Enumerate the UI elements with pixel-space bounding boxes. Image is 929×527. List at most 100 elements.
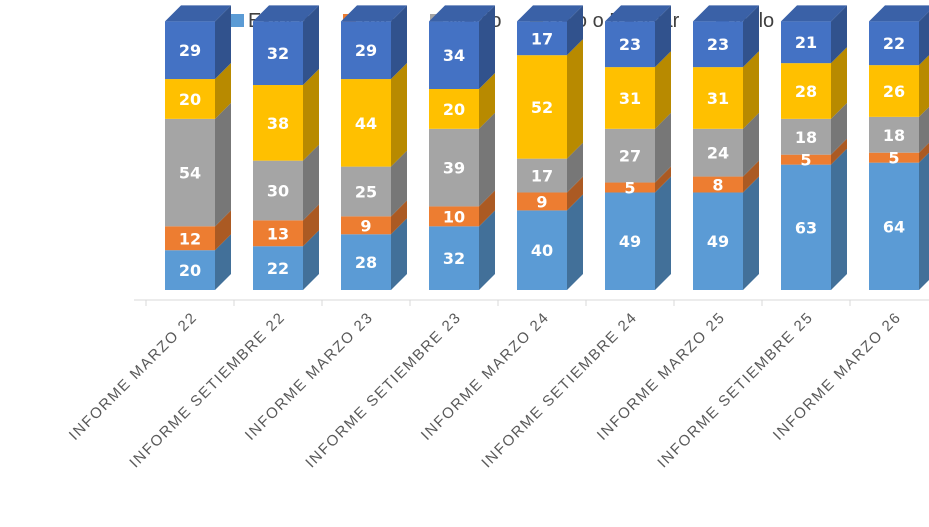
bar-front-face: [165, 118, 215, 227]
bar-front-face: [341, 79, 391, 167]
bar-stack-informe-marzo-23: [341, 5, 407, 290]
bar-side-face: [831, 102, 847, 155]
bar-side-face: [655, 166, 671, 193]
bar-stack-informe-marzo-24: [517, 5, 583, 290]
bar-segment-medio: [341, 150, 407, 217]
bar-segment-medio: [693, 112, 759, 177]
data-label-medio: 54: [179, 164, 201, 183]
data-label-alto: 5: [624, 179, 635, 198]
bar-side-face: [303, 5, 319, 86]
bar-front-face: [517, 210, 567, 290]
bar-front-face: [253, 246, 303, 290]
bar-segment-medio: [605, 112, 671, 183]
data-label-nulo: 22: [883, 34, 905, 53]
bar-front-face: [517, 192, 567, 211]
bar-front-face: [517, 21, 567, 56]
data-label-alto: 5: [888, 149, 899, 168]
data-label-medio: 18: [795, 128, 817, 147]
bar-segment-nulo: [165, 5, 231, 80]
data-label-estricto: 49: [707, 232, 729, 251]
bar-top-face: [869, 5, 929, 22]
bar-front-face: [693, 128, 743, 177]
data-label-estricto: 63: [795, 218, 817, 237]
bar-side-face: [391, 150, 407, 217]
bar-side-face: [479, 73, 495, 129]
data-label-estricto: 40: [531, 241, 553, 260]
bar-front-face: [605, 67, 655, 129]
data-label-alto: 9: [360, 216, 371, 235]
bar-side-face: [831, 138, 847, 165]
bar-front-face: [605, 21, 655, 68]
x-tick-label: INFORME SETIEMBRE 25: [654, 309, 817, 472]
bar-front-face: [165, 79, 215, 119]
bar-segment-nulo: [429, 5, 495, 90]
bar-segment-alto: [693, 160, 759, 193]
bar-front-face: [869, 65, 919, 117]
data-label-medio: 17: [531, 167, 553, 186]
bar-segment-alto: [781, 138, 847, 165]
data-label-estricto: 28: [355, 253, 377, 272]
bar-side-face: [303, 144, 319, 221]
data-label-bajo-o-regular: 31: [707, 89, 729, 108]
bar-segment-medio: [429, 112, 495, 207]
data-label-nulo: 23: [707, 35, 729, 54]
data-label-bajo-o-regular: 44: [355, 114, 377, 133]
data-label-estricto: 22: [267, 259, 289, 278]
data-label-medio: 18: [883, 126, 905, 145]
bar-front-face: [781, 164, 831, 290]
bar-segment-alto: [429, 190, 495, 227]
bar-front-face: [165, 226, 215, 251]
bar-segment-bajo-o-regular: [429, 73, 495, 129]
bar-segment-alto: [869, 142, 929, 163]
bar-segment-estricto: [253, 230, 319, 290]
data-label-estricto: 20: [179, 261, 201, 280]
bar-side-face: [655, 5, 671, 68]
bar-stack-informe-setiembre-25: [781, 5, 847, 290]
bar-side-face: [919, 106, 929, 153]
bar-side-face: [743, 160, 759, 193]
bar-front-face: [429, 206, 479, 227]
data-label-medio: 25: [355, 182, 377, 201]
data-label-bajo-o-regular: 28: [795, 82, 817, 101]
bar-front-face: [517, 158, 567, 193]
bar-top-face: [605, 5, 671, 22]
bar-front-face: [781, 21, 831, 64]
bar-front-face: [253, 160, 303, 221]
bar-segment-estricto: [693, 176, 759, 290]
bar-segment-alto: [605, 166, 671, 193]
bar-segment-bajo-o-regular: [693, 51, 759, 129]
bar-side-face: [391, 218, 407, 290]
bar-top-face: [165, 5, 231, 22]
data-label-bajo-o-regular: 38: [267, 114, 289, 133]
data-label-medio: 30: [267, 182, 289, 201]
bar-front-face: [341, 216, 391, 235]
bar-segment-estricto: [341, 218, 407, 290]
bar-top-face: [341, 5, 407, 22]
bar-segment-nulo: [605, 5, 671, 68]
data-label-medio: 24: [707, 144, 729, 163]
data-label-alto: 13: [267, 224, 289, 243]
legend-swatch-estricto: [231, 14, 244, 27]
bar-segment-estricto: [429, 210, 495, 290]
bar-segment-nulo: [781, 5, 847, 64]
bars: [165, 5, 929, 290]
bar-segment-nulo: [693, 5, 759, 68]
bar-side-face: [655, 51, 671, 129]
bar-segment-nulo: [341, 5, 407, 80]
data-label-nulo: 34: [443, 46, 465, 65]
bar-top-face: [781, 5, 847, 22]
bar-stack-informe-marzo-25: [693, 5, 759, 290]
bar-segment-alto: [165, 210, 231, 251]
data-label-bajo-o-regular: 20: [443, 100, 465, 119]
bar-segment-medio: [869, 106, 929, 153]
bar-side-face: [919, 142, 929, 163]
bar-side-face: [655, 112, 671, 183]
bar-segment-bajo-o-regular: [517, 39, 583, 159]
bar-front-face: [429, 21, 479, 90]
bar-front-face: [253, 220, 303, 247]
bar-top-face: [693, 5, 759, 22]
bar-side-face: [567, 39, 583, 159]
bar-segment-estricto: [165, 234, 231, 290]
